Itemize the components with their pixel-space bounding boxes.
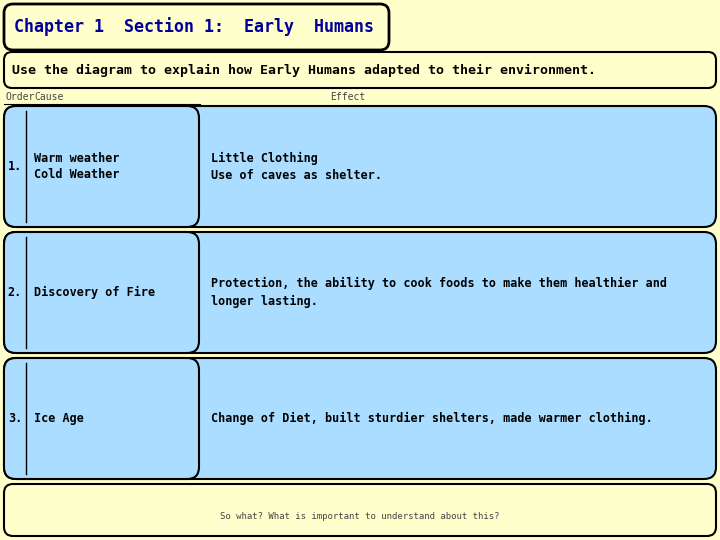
FancyBboxPatch shape bbox=[4, 232, 199, 353]
Text: Little Clothing
Use of caves as shelter.: Little Clothing Use of caves as shelter. bbox=[211, 151, 382, 181]
Text: Chapter 1  Section 1:  Early  Humans: Chapter 1 Section 1: Early Humans bbox=[14, 17, 374, 37]
Text: 3.: 3. bbox=[8, 412, 22, 425]
FancyBboxPatch shape bbox=[4, 232, 716, 353]
FancyBboxPatch shape bbox=[4, 106, 716, 227]
Text: 2.: 2. bbox=[8, 286, 22, 299]
Text: Effect: Effect bbox=[330, 92, 365, 102]
Text: Cause: Cause bbox=[34, 92, 63, 102]
Text: Order: Order bbox=[6, 92, 35, 102]
Text: Protection, the ability to cook foods to make them healthier and
longer lasting.: Protection, the ability to cook foods to… bbox=[211, 278, 667, 308]
FancyBboxPatch shape bbox=[4, 484, 716, 536]
FancyBboxPatch shape bbox=[4, 4, 389, 50]
Text: Use the diagram to explain how Early Humans adapted to their environment.: Use the diagram to explain how Early Hum… bbox=[12, 64, 596, 77]
FancyBboxPatch shape bbox=[4, 358, 716, 479]
FancyBboxPatch shape bbox=[4, 106, 199, 227]
Text: 1.: 1. bbox=[8, 160, 22, 173]
Text: Change of Diet, built sturdier shelters, made warmer clothing.: Change of Diet, built sturdier shelters,… bbox=[211, 412, 653, 425]
Text: Discovery of Fire: Discovery of Fire bbox=[34, 286, 155, 299]
FancyBboxPatch shape bbox=[4, 52, 716, 88]
Text: Ice Age: Ice Age bbox=[34, 412, 84, 425]
FancyBboxPatch shape bbox=[4, 358, 199, 479]
Text: So what? What is important to understand about this?: So what? What is important to understand… bbox=[220, 512, 500, 521]
Text: Warm weather
Cold Weather: Warm weather Cold Weather bbox=[34, 152, 120, 181]
